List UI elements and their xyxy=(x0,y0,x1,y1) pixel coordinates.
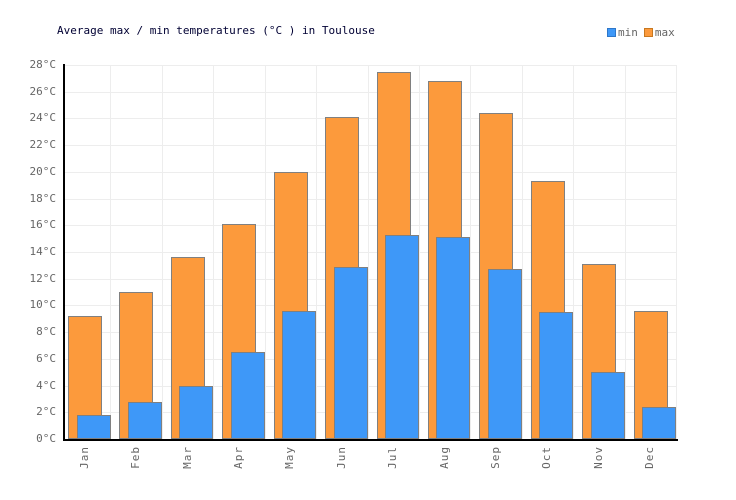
x-axis-label: Apr xyxy=(231,446,245,469)
y-axis-label: 10°C xyxy=(29,298,57,312)
x-axis-label: Sep xyxy=(489,446,503,469)
y-axis-label: 6°C xyxy=(36,351,56,365)
vertical-gridline xyxy=(624,65,626,439)
horizontal-gridline xyxy=(63,118,677,120)
horizontal-gridline xyxy=(63,145,677,147)
vertical-gridline xyxy=(367,65,369,439)
legend-max-label: max xyxy=(654,26,675,39)
horizontal-gridline xyxy=(63,225,677,227)
horizontal-gridline xyxy=(63,385,677,387)
y-axis-label: 26°C xyxy=(29,84,57,98)
horizontal-gridline xyxy=(63,332,677,334)
bar-min-mar xyxy=(179,385,214,439)
y-axis-label: 28°C xyxy=(29,58,57,71)
x-axis-label: Jul xyxy=(386,446,400,469)
x-axis-label: Aug xyxy=(437,446,451,469)
bar-min-jun xyxy=(333,266,368,439)
horizontal-gridline xyxy=(63,65,677,66)
horizontal-gridline xyxy=(63,305,677,307)
x-axis-label: Nov xyxy=(591,446,605,469)
vertical-gridline xyxy=(161,65,163,439)
bar-min-nov xyxy=(590,372,625,439)
vertical-gridline xyxy=(213,65,215,439)
horizontal-gridline xyxy=(63,358,677,360)
horizontal-gridline xyxy=(63,171,677,173)
y-axis-label: 0°C xyxy=(36,432,56,445)
y-axis-label: 4°C xyxy=(36,378,56,392)
chart-legend: min max xyxy=(607,27,675,38)
x-axis-label: Jun xyxy=(334,446,348,469)
y-axis-label: 24°C xyxy=(29,111,57,125)
legend-item-max[interactable]: max xyxy=(643,26,675,39)
legend-max-swatch-icon xyxy=(643,28,653,37)
bar-min-jul xyxy=(385,234,419,439)
vertical-gridline xyxy=(316,65,318,439)
vertical-gridline xyxy=(573,65,575,439)
x-axis-label: Feb xyxy=(129,446,143,469)
y-axis-label: 16°C xyxy=(29,218,57,232)
vertical-gridline xyxy=(470,65,472,439)
bar-min-sep xyxy=(487,269,522,439)
x-axis-label: Oct xyxy=(540,446,554,469)
vertical-gridline xyxy=(676,65,677,439)
y-axis-line xyxy=(63,64,65,441)
y-axis-label: 2°C xyxy=(36,405,56,419)
y-axis-label: 14°C xyxy=(29,245,57,258)
bar-min-oct xyxy=(539,312,574,439)
bar-min-may xyxy=(282,310,317,439)
bar-min-aug xyxy=(436,237,471,439)
horizontal-gridline xyxy=(63,252,677,253)
y-axis-label: 20°C xyxy=(29,164,57,178)
legend-min-label: min xyxy=(618,26,638,39)
vertical-gridline xyxy=(264,65,266,439)
horizontal-gridline xyxy=(63,278,677,280)
horizontal-gridline xyxy=(63,412,677,414)
y-axis-label: 22°C xyxy=(29,138,57,152)
y-axis-label: 18°C xyxy=(29,191,57,205)
horizontal-gridline xyxy=(63,91,677,93)
bar-min-dec xyxy=(642,406,677,439)
bar-min-feb xyxy=(127,401,162,439)
bar-min-jan xyxy=(76,414,111,439)
x-axis-label: Mar xyxy=(180,446,194,469)
vertical-gridline xyxy=(521,65,523,439)
plot-area: Jan Feb Mar Apr May Jun Jul Aug Sep Oct Nov Dec xyxy=(60,65,677,469)
horizontal-gridline xyxy=(63,198,677,200)
legend-min-swatch-icon xyxy=(607,28,616,37)
x-axis-label: Dec xyxy=(643,446,657,469)
y-axis-label: 12°C xyxy=(29,271,57,285)
vertical-gridline xyxy=(418,65,420,439)
legend-item-min[interactable]: min xyxy=(607,27,638,38)
chart-title: Average max / min temperatures (°C ) in … xyxy=(57,24,375,37)
x-axis-label: Jan xyxy=(77,446,91,469)
bar-min-apr xyxy=(230,352,265,439)
vertical-gridline xyxy=(110,65,112,439)
x-axis-line xyxy=(63,439,678,441)
x-axis-label: May xyxy=(283,446,297,469)
y-axis-label: 8°C xyxy=(36,325,56,339)
